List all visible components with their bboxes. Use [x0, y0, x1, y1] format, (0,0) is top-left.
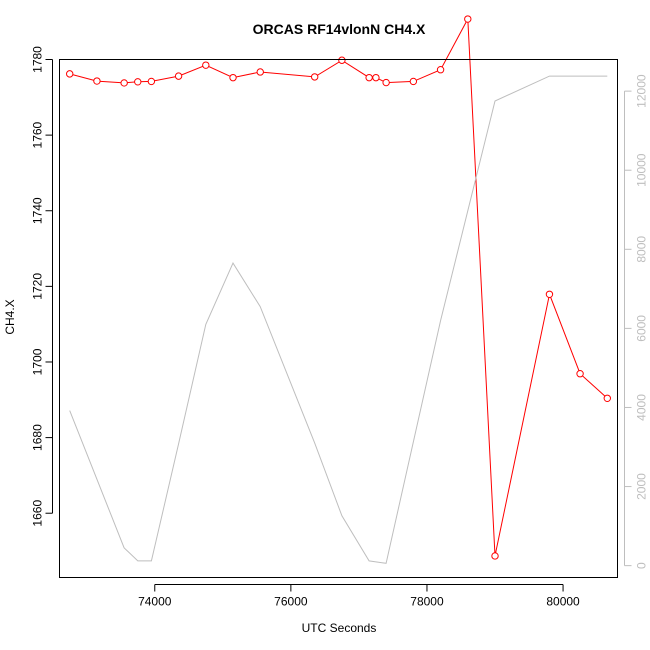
- series-2-line: [69, 75, 608, 564]
- plot-layer: 74000 76000 78000 8000016601680170017201740…: [31, 15, 649, 609]
- y-tick-label: 1700: [31, 348, 45, 375]
- series-1-point: [365, 73, 373, 82]
- y2-tick-label: 0: [635, 562, 649, 569]
- series-1-point: [338, 56, 346, 64]
- x-tick-label: 76000: [274, 595, 308, 609]
- y-tick-label: 1760: [31, 121, 45, 148]
- series-1-point: [436, 66, 445, 74]
- series-1-point: [147, 77, 156, 86]
- x-tick-label: 80000: [546, 595, 580, 609]
- series-1-point: [372, 73, 380, 82]
- x-axis-label: UTC Seconds: [302, 621, 377, 635]
- series-1-point: [603, 394, 611, 402]
- y2-tick-label: 8000: [635, 236, 649, 263]
- series-1-point: [174, 72, 183, 80]
- y2-tick-label: 6000: [635, 315, 649, 342]
- series-1-point: [310, 73, 319, 81]
- y-axis-label: CH4.X: [3, 299, 17, 334]
- chart-title: ORCAS RF14vlonN CH4.X: [253, 21, 426, 37]
- y-tick-label: 1720: [31, 273, 45, 300]
- y2-tick-label: 4000: [635, 394, 649, 421]
- series-1-point: [491, 552, 499, 560]
- plot-frame: [59, 59, 618, 578]
- y2-tick-label: 2000: [635, 473, 649, 500]
- y2-tick-label: 10000: [635, 153, 649, 187]
- y-tick-label: 1740: [31, 197, 45, 224]
- series-1-point: [66, 70, 74, 78]
- series-1-point: [93, 77, 101, 85]
- series-1-point: [202, 61, 210, 69]
- series-1-point: [464, 15, 472, 23]
- y-tick-label: 1680: [31, 424, 45, 451]
- x-tick-label: 74000: [138, 595, 172, 609]
- y-tick-label: 1780: [31, 46, 45, 73]
- series-1-point: [409, 77, 418, 86]
- series-1-point: [545, 290, 554, 299]
- x-tick-label: 78000: [410, 595, 444, 609]
- series-1-point: [382, 78, 390, 87]
- series-1-point: [256, 68, 264, 76]
- series-1-point: [576, 370, 584, 378]
- series-1-point: [229, 73, 237, 82]
- y2-tick-label: 12000: [635, 74, 649, 108]
- series-1-point: [134, 78, 142, 86]
- series-1-point: [120, 79, 128, 87]
- y-tick-label: 1660: [31, 500, 45, 527]
